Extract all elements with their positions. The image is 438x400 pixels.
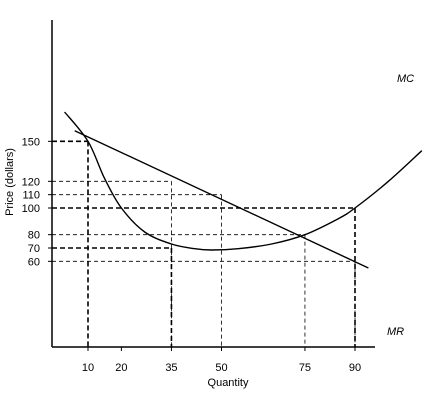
mc-curve bbox=[64, 111, 423, 251]
series-layer bbox=[64, 111, 423, 269]
y-tick-label-150: 150 bbox=[22, 136, 40, 148]
x-axis-title: Quantity bbox=[208, 377, 249, 389]
x-tick-label-20: 20 bbox=[115, 362, 127, 374]
x-tick-label-35: 35 bbox=[165, 362, 177, 374]
mc-curve-label: MC bbox=[397, 73, 414, 85]
y-tick-label-70: 70 bbox=[28, 243, 40, 255]
mr-curve bbox=[74, 130, 369, 269]
x-tick-label-50: 50 bbox=[215, 362, 227, 374]
y-tick-label-110: 110 bbox=[22, 190, 40, 202]
y-tick-label-80: 80 bbox=[28, 230, 40, 242]
axes-layer bbox=[51, 20, 375, 348]
y-tick-label-100: 100 bbox=[22, 203, 40, 215]
x-tick-label-10: 10 bbox=[82, 362, 94, 374]
y-tick-label-120: 120 bbox=[22, 176, 40, 188]
y-axis-title: Price (dollars) bbox=[4, 148, 16, 216]
x-tick-label-75: 75 bbox=[299, 362, 311, 374]
mr-curve-label: MR bbox=[387, 326, 404, 338]
guides-layer bbox=[52, 140, 356, 347]
x-tick-label-90: 90 bbox=[349, 362, 361, 374]
y-tick-label-60: 60 bbox=[28, 256, 40, 268]
